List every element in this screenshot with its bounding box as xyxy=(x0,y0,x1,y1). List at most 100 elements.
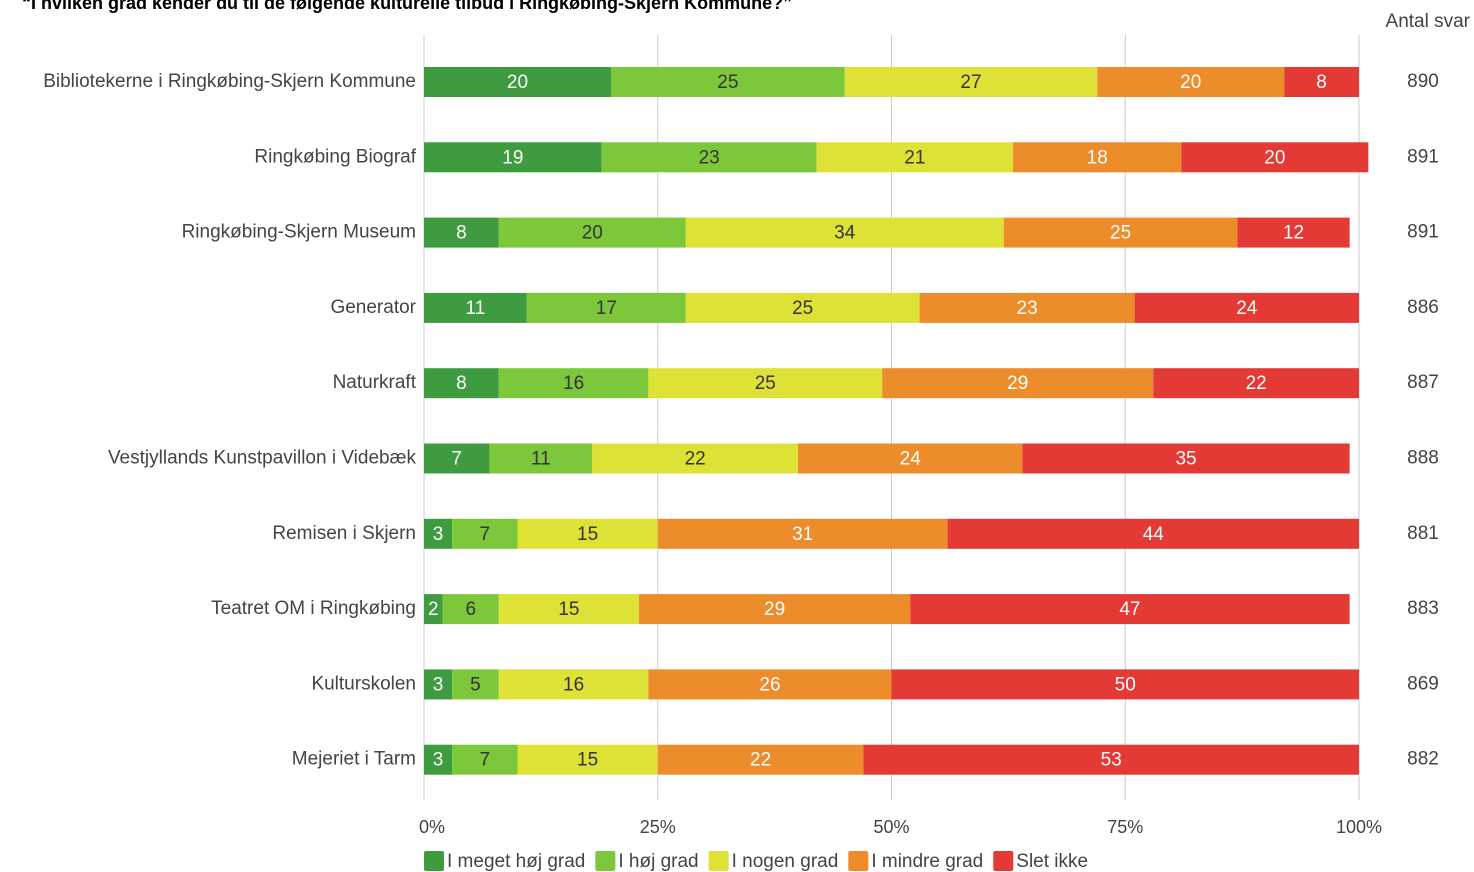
count-label: 891 xyxy=(1407,146,1439,167)
bar-label: 5 xyxy=(470,674,481,695)
bar-label: 29 xyxy=(1007,373,1028,394)
bar-label: 47 xyxy=(1119,599,1140,620)
bar-segment xyxy=(498,594,640,625)
bar-segment xyxy=(517,744,658,775)
y-tick-label: Remisen i Skjern xyxy=(272,523,416,544)
bar-segment xyxy=(498,669,649,700)
bar-segment xyxy=(424,67,611,97)
count-label: 891 xyxy=(1407,222,1439,243)
bar-segment xyxy=(648,368,883,399)
bar-segment xyxy=(798,443,1023,474)
bar-segment xyxy=(424,217,499,248)
bar-label: 7 xyxy=(479,750,490,771)
legend-swatch xyxy=(848,851,869,871)
legend-swatch xyxy=(595,851,616,871)
count-label: 869 xyxy=(1407,673,1439,694)
legend-label: Slet ikke xyxy=(1016,851,1088,872)
bar-segment xyxy=(1181,142,1369,173)
bar-label: 20 xyxy=(1180,72,1201,93)
x-tick-label: 75% xyxy=(1107,817,1143,837)
bar-segment xyxy=(1237,217,1350,248)
bar-segment xyxy=(424,443,490,474)
bar-segment xyxy=(657,518,948,549)
bar-segment xyxy=(882,368,1154,399)
bar-label: 25 xyxy=(755,373,776,394)
bar-segment xyxy=(648,669,892,700)
y-tick-label: Generator xyxy=(330,297,416,318)
counts-header: Antal svar xyxy=(1386,11,1471,32)
bar-segment xyxy=(424,594,443,625)
bar-label: 27 xyxy=(960,72,981,93)
count-label: 887 xyxy=(1407,372,1439,393)
bar-label: 35 xyxy=(1175,449,1196,470)
bar-label: 34 xyxy=(834,223,856,244)
bar-segment xyxy=(657,744,864,775)
count-label: 888 xyxy=(1407,448,1439,469)
bar-segment xyxy=(498,368,649,399)
bar-label: 15 xyxy=(577,524,598,545)
bar-label: 11 xyxy=(531,449,551,470)
bar-segment xyxy=(424,142,602,173)
bar-segment xyxy=(592,443,798,474)
x-tick-label: 0% xyxy=(419,817,445,837)
count-label: 881 xyxy=(1407,523,1439,544)
bar-segment xyxy=(844,67,1098,97)
y-tick-label: Kulturskolen xyxy=(311,673,416,694)
bar-segment xyxy=(452,744,518,775)
bar-label: 8 xyxy=(1316,72,1327,93)
bar-label: 18 xyxy=(1087,147,1108,168)
bar-segment xyxy=(891,669,1359,700)
y-tick-label: Vestjyllands Kunstpavillon i Videbæk xyxy=(108,448,417,469)
bar-label: 15 xyxy=(577,750,598,771)
legend-swatch xyxy=(708,851,729,871)
count-label: 886 xyxy=(1407,297,1439,318)
y-tick-label: Ringkøbing-Skjern Museum xyxy=(182,222,416,243)
bar-label: 8 xyxy=(456,223,467,244)
y-tick-label: Teatret OM i Ringkøbing xyxy=(211,598,416,619)
bar-label: 15 xyxy=(558,599,579,620)
bar-segment xyxy=(919,292,1135,323)
y-tick-label: Naturkraft xyxy=(333,372,417,393)
bar-label: 17 xyxy=(596,298,617,319)
bar-segment xyxy=(1013,142,1182,173)
bar-segment xyxy=(1134,292,1359,323)
x-tick-label: 100% xyxy=(1336,817,1382,837)
count-label: 883 xyxy=(1407,598,1439,619)
bar-label: 31 xyxy=(792,524,813,545)
bar-segment xyxy=(947,518,1359,549)
bar-segment xyxy=(685,292,920,323)
chart-title: “I hvilken grad kender du til de følgend… xyxy=(22,0,792,13)
bar-segment xyxy=(452,669,499,700)
bar-segment xyxy=(601,142,817,173)
bar-label: 3 xyxy=(433,674,444,695)
count-label: 890 xyxy=(1407,71,1439,92)
bar-label: 22 xyxy=(750,750,771,771)
legend-label: I mindre grad xyxy=(871,851,983,872)
count-label: 882 xyxy=(1407,749,1439,770)
bar-label: 26 xyxy=(759,674,780,695)
legend-swatch xyxy=(993,851,1014,871)
bar-segment xyxy=(489,443,593,474)
bar-label: 6 xyxy=(465,599,476,620)
bar-label: 53 xyxy=(1101,750,1122,771)
bar-label: 44 xyxy=(1143,524,1165,545)
bar-segment xyxy=(611,67,845,97)
bar-segment xyxy=(1153,368,1359,399)
legend-swatch xyxy=(424,851,444,871)
bar-label: 16 xyxy=(563,674,584,695)
bar-label: 23 xyxy=(699,147,720,168)
bar-label: 2 xyxy=(428,599,439,620)
y-tick-label: Mejeriet i Tarm xyxy=(292,749,416,770)
bar-segment xyxy=(424,744,453,775)
bar-label: 11 xyxy=(466,298,486,319)
bar-label: 3 xyxy=(433,524,444,545)
bar-segment xyxy=(424,669,453,700)
bar-label: 21 xyxy=(904,147,925,168)
bar-label: 20 xyxy=(507,72,528,93)
bar-label: 20 xyxy=(1264,147,1285,168)
bar-label: 7 xyxy=(451,449,462,470)
bar-label: 50 xyxy=(1115,674,1136,695)
bar-label: 12 xyxy=(1283,223,1304,244)
bar-label: 20 xyxy=(582,223,603,244)
